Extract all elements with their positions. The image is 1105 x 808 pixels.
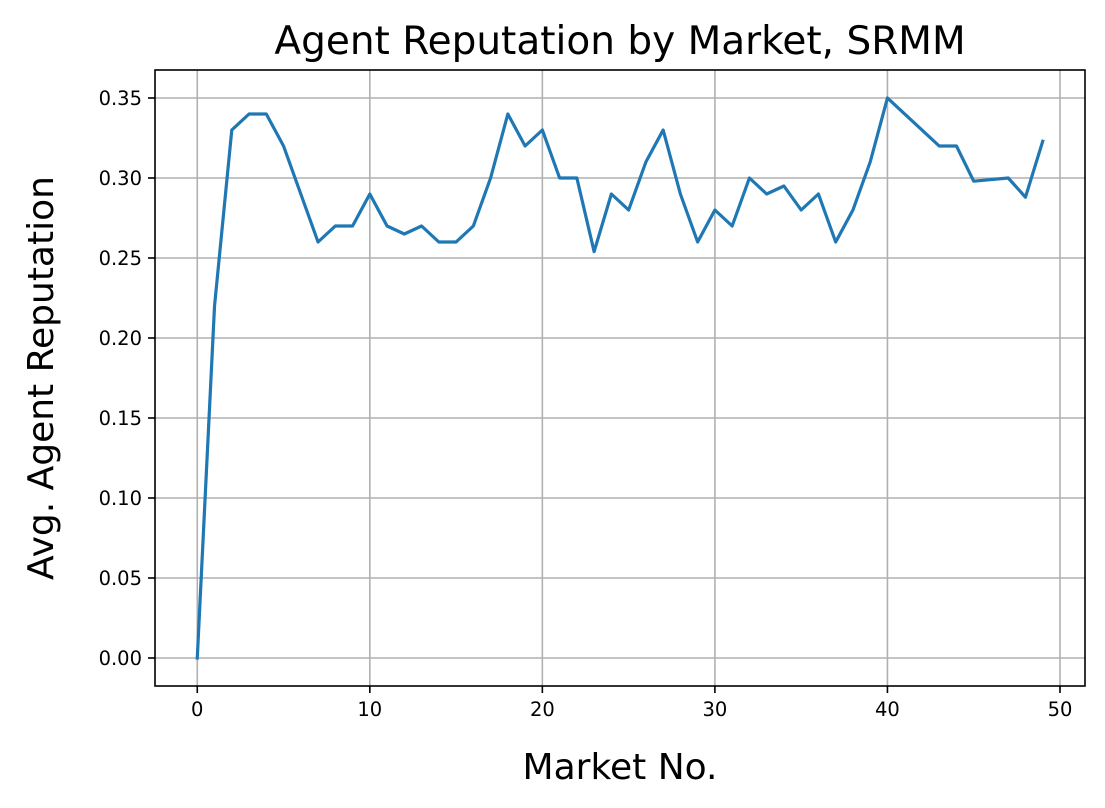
y-tick-label: 0.15 <box>99 407 142 430</box>
series-layer <box>195 96 1045 660</box>
y-tick-label: 0.10 <box>99 487 142 510</box>
y-tick-label: 0.25 <box>99 247 142 270</box>
grid-layer <box>155 70 1085 686</box>
y-axis-label: Avg. Agent Reputation <box>21 176 62 580</box>
y-tick-label: 0.00 <box>99 647 142 670</box>
x-tick-label: 30 <box>702 698 727 721</box>
x-tick-label: 40 <box>875 698 900 721</box>
y-tick-label: 0.35 <box>99 87 142 110</box>
x-tick-label: 20 <box>530 698 555 721</box>
y-tick-label: 0.30 <box>99 167 142 190</box>
x-tick-label: 50 <box>1048 698 1073 721</box>
x-axis-label: Market No. <box>523 747 718 788</box>
series-line <box>195 96 1045 660</box>
plot-area-frame <box>154 69 1086 687</box>
x-tick-label: 0 <box>191 698 203 721</box>
y-tick-label: 0.05 <box>99 567 142 590</box>
chart-title: Agent Reputation by Market, SRMM <box>274 19 965 64</box>
y-tick-label: 0.20 <box>99 327 142 350</box>
tick-layer: 0 10 20 30 40 50 0.00 0.05 0.10 0.15 0.20 0.25 0.30 0… <box>99 87 1073 721</box>
x-tick-label: 10 <box>357 698 382 721</box>
